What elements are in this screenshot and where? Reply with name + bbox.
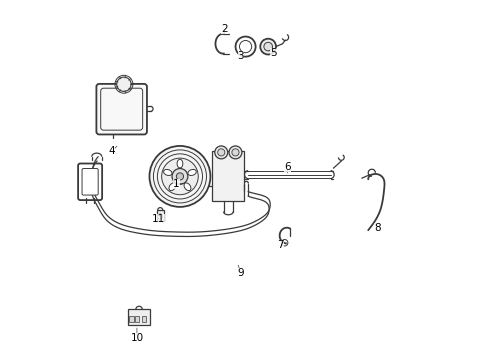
Text: 5: 5 bbox=[269, 48, 276, 58]
Circle shape bbox=[260, 39, 276, 54]
Circle shape bbox=[214, 146, 227, 159]
Ellipse shape bbox=[169, 183, 176, 191]
Text: 10: 10 bbox=[130, 333, 143, 343]
Ellipse shape bbox=[177, 159, 183, 168]
Circle shape bbox=[149, 146, 210, 207]
Bar bbox=[156, 210, 163, 221]
Circle shape bbox=[158, 214, 163, 219]
Text: 7: 7 bbox=[277, 239, 283, 249]
Ellipse shape bbox=[187, 170, 196, 175]
Text: 3: 3 bbox=[237, 51, 244, 61]
Bar bbox=[142, 316, 145, 321]
Text: 1: 1 bbox=[173, 179, 179, 189]
Text: 9: 9 bbox=[237, 268, 244, 278]
Circle shape bbox=[176, 173, 183, 180]
Ellipse shape bbox=[183, 183, 190, 191]
Circle shape bbox=[228, 146, 242, 159]
Text: 4: 4 bbox=[108, 146, 115, 156]
Ellipse shape bbox=[163, 170, 172, 175]
Bar bbox=[135, 316, 139, 321]
Text: 2: 2 bbox=[221, 24, 227, 35]
Bar bbox=[212, 150, 244, 201]
Circle shape bbox=[264, 42, 272, 51]
Bar bbox=[129, 316, 133, 321]
Text: 11: 11 bbox=[151, 215, 165, 224]
FancyBboxPatch shape bbox=[82, 168, 98, 195]
Text: 8: 8 bbox=[373, 224, 380, 233]
Bar bbox=[128, 310, 150, 324]
Circle shape bbox=[162, 158, 198, 195]
Circle shape bbox=[172, 168, 187, 184]
FancyBboxPatch shape bbox=[96, 84, 147, 134]
Circle shape bbox=[231, 149, 239, 156]
Text: 6: 6 bbox=[284, 162, 290, 172]
Circle shape bbox=[117, 77, 131, 91]
Circle shape bbox=[217, 149, 224, 156]
